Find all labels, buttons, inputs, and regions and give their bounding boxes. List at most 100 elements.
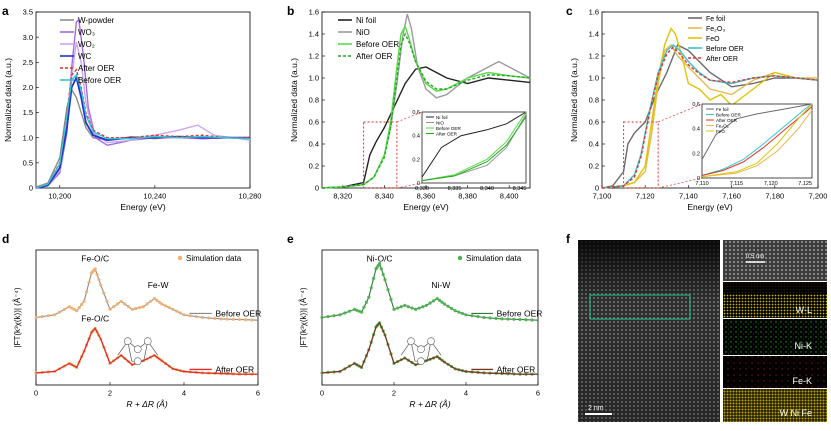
y-tick-label: 0.6 (589, 118, 599, 127)
simulation-point (80, 302, 84, 307)
y-tick-label: 1.4 (589, 30, 599, 39)
y-tick-label: 1.0 (309, 74, 319, 83)
x-tick-label: 4 (464, 389, 468, 398)
eds-label-w: W-L (796, 305, 812, 315)
chart-panel-e: 0 2 4 6 R + ΔR (Å) |FT(k³χ(k))| (Å⁻⁴) Simulati… (299, 249, 542, 409)
inset-series-line (701, 109, 813, 178)
simulation-point (87, 280, 91, 284)
y-tick-label: 0.2 (309, 162, 319, 171)
inset-series-line (701, 103, 813, 160)
simulation-point (152, 297, 156, 301)
y-axis-label: Normalized data (a.u.) (569, 58, 579, 142)
y-tick-label: 0 (315, 184, 319, 193)
series-line-after-oer (601, 46, 819, 189)
annotation-after: After OER (497, 364, 536, 374)
x-tick-label: 7,100 (593, 192, 612, 201)
series-line-after-oer (321, 321, 538, 375)
simulation-point (105, 299, 109, 303)
annotation-peak: Ni-W (431, 280, 450, 290)
simulation-point (99, 283, 103, 287)
simulation-point (163, 304, 168, 308)
simulation-point (62, 307, 66, 311)
simulation-point (82, 299, 86, 303)
legend-label: Simulation data (466, 254, 522, 263)
y-tick-label: 0.8 (589, 96, 599, 105)
inset-legend-label: After OER (716, 118, 738, 123)
simulation-point (108, 307, 112, 311)
schematic-atom (123, 337, 132, 346)
simulation-point (482, 315, 486, 320)
series-line-before-oer (321, 262, 539, 321)
simulation-point (381, 272, 385, 276)
inset-legend-label: Ni foil (436, 115, 448, 120)
simulation-point (97, 278, 101, 282)
series-line-ni-foil (321, 66, 531, 189)
simulation-point (364, 300, 368, 304)
simulation-point (178, 311, 182, 315)
simulation-point (476, 315, 480, 319)
panel-letter-e: e (287, 232, 294, 246)
schematic-atom (407, 337, 415, 346)
simulation-point (194, 315, 198, 319)
y-axis-label: |FT(k³χ(k))| (Å⁻⁴) (299, 287, 308, 347)
inset-y-tick-label: 0.4 (692, 127, 700, 133)
simulation-point (379, 267, 383, 271)
legend-label: FeO (706, 36, 720, 43)
inset-y-tick-label: 0.6 (412, 110, 420, 116)
x-tick-label: 8,320 (333, 192, 352, 201)
y-tick-label: 3.5 (23, 8, 33, 17)
simulation-point (457, 310, 461, 314)
panel-letter-f: f (566, 232, 571, 246)
y-tick-label: 1.2 (589, 52, 599, 61)
x-tick-label: 7,200 (809, 192, 828, 201)
simulation-point (250, 318, 254, 322)
x-tick-label: 6 (536, 389, 540, 398)
simulation-point (389, 297, 393, 302)
x-tick-label: 7,160 (722, 192, 741, 201)
inset-series-line (701, 103, 813, 176)
y-axis-label: |FT(k³χ(k))| (Å⁻⁴) (13, 287, 22, 347)
panel-letter-d: d (2, 232, 9, 246)
simulation-point (67, 305, 71, 309)
simulation-point (207, 316, 211, 320)
legend-label: Before OER (78, 76, 121, 85)
inset-series-line (701, 103, 813, 178)
eds-map-overlay (723, 389, 827, 422)
inset-series-line (701, 106, 813, 176)
simulation-point (130, 307, 134, 311)
panel-letter-b: b (287, 4, 294, 18)
chart-panel-c: 7,100 7,120 7,140 7,160 7,180 7,200 0 0.2 0.4 0.6… (569, 8, 827, 212)
x-tick-label: 0 (320, 389, 324, 398)
x-axis-label: R + ΔR (Å) (409, 399, 451, 409)
simulation-point (72, 307, 76, 311)
simulation-point (432, 299, 436, 303)
y-tick-label: 2.0 (23, 83, 33, 92)
simulation-point (123, 302, 127, 306)
legend-label: WC (78, 52, 92, 61)
inset-x-tick-label: 8,345 (513, 186, 527, 192)
inset-y-tick-label: 0 (697, 176, 700, 182)
inset-legend-label: After OER (436, 132, 458, 137)
y-tick-label: 0.2 (589, 162, 599, 171)
legend-label: WO₃ (78, 28, 95, 37)
simulation-point (200, 315, 205, 320)
y-tick-label: 0.6 (309, 118, 319, 127)
x-tick-label: 7,180 (765, 192, 784, 201)
simulation-point (518, 317, 522, 322)
x-tick-label: 6 (256, 389, 260, 398)
legend-label: WO₂ (78, 40, 95, 49)
simulation-point (530, 318, 534, 322)
y-tick-label: 2.5 (23, 58, 33, 67)
simulation-point (414, 307, 418, 311)
simulation-point (386, 288, 390, 292)
simulation-point (138, 306, 142, 310)
simulation-point (155, 298, 159, 302)
y-axis-label: Normalized data (a.u.) (289, 58, 299, 142)
simulation-point (450, 306, 454, 311)
inset-y-tick-label: 0 (417, 181, 420, 187)
x-tick-label: 10,280 (239, 192, 262, 201)
inset-x-tick-label: 8,340 (480, 186, 494, 192)
scale-bar-small-label: 0.5 nm (746, 254, 764, 260)
series-line-wc (35, 74, 250, 189)
